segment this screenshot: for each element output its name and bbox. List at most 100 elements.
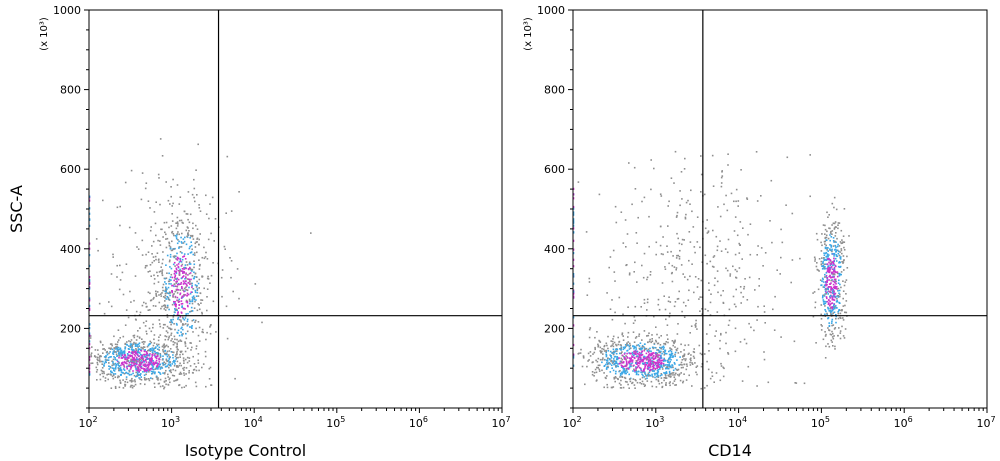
event-dot (827, 307, 830, 310)
event-dot (828, 261, 830, 264)
event-dot (139, 327, 141, 329)
event-dot (683, 363, 685, 366)
event-dot (621, 373, 623, 375)
event-dot (733, 303, 736, 306)
event-dot (735, 277, 738, 279)
event-dot (176, 296, 179, 299)
event-dot (203, 246, 205, 249)
event-dot (112, 377, 115, 380)
event-dot (830, 282, 832, 284)
event-dot (707, 231, 710, 233)
event-dot (168, 278, 171, 281)
event-dot (165, 287, 167, 290)
event-dot (606, 386, 609, 389)
event-dot (90, 355, 93, 358)
event-dot (830, 276, 832, 279)
event-dot (180, 319, 182, 322)
event-dot (98, 302, 101, 305)
event-dot (142, 367, 144, 370)
event-dot (166, 355, 169, 358)
event-dot (633, 352, 635, 355)
event-dot (113, 350, 115, 353)
event-dot (721, 175, 724, 177)
event-dot (711, 375, 714, 377)
event-dot (828, 322, 830, 324)
event-dot (581, 365, 584, 368)
event-dot (172, 296, 174, 298)
event-dot (193, 263, 196, 266)
event-dot (753, 329, 755, 332)
event-dot (697, 278, 700, 280)
event-dot (634, 371, 636, 373)
event-dot (648, 355, 650, 358)
event-dot (747, 233, 749, 236)
event-dot (655, 361, 657, 364)
event-dot (672, 369, 675, 372)
event-dot (729, 273, 732, 275)
event-dot (614, 280, 616, 282)
event-dot (111, 364, 113, 367)
event-dot (699, 352, 702, 355)
event-dot (126, 356, 129, 358)
event-dot (179, 268, 181, 271)
event-dot (174, 271, 177, 273)
event-dot (103, 312, 106, 315)
event-dot (198, 204, 200, 206)
event-dot (156, 345, 159, 347)
event-dot (677, 254, 679, 257)
event-dot (607, 365, 609, 368)
event-dot (831, 248, 833, 251)
event-dot (825, 234, 828, 237)
event-dot (188, 247, 191, 250)
event-dot (116, 206, 119, 209)
event-dot (163, 347, 165, 349)
event-dot (832, 222, 835, 225)
event-dot (727, 238, 730, 241)
event-dot (636, 361, 638, 363)
event-dot (824, 288, 827, 291)
event-dot (625, 361, 628, 364)
event-dot (206, 277, 209, 280)
event-dot (148, 371, 150, 373)
event-dot (674, 355, 676, 358)
event-dot (665, 364, 667, 366)
event-dot (642, 374, 644, 377)
event-dot (190, 268, 192, 271)
event-dot (162, 323, 165, 326)
event-dot (118, 375, 120, 378)
event-dot (150, 226, 152, 228)
event-dot (704, 227, 707, 230)
event-dot (182, 280, 185, 282)
event-dot (676, 298, 679, 300)
event-dot (186, 289, 189, 292)
event-dot (139, 369, 142, 371)
event-dot (131, 384, 133, 387)
event-dot (663, 342, 665, 345)
event-dot (185, 299, 188, 302)
event-dot (105, 351, 108, 354)
event-dot (170, 334, 172, 336)
event-dot (594, 368, 597, 371)
event-dot (140, 360, 143, 362)
event-dot (117, 339, 120, 341)
event-dot (168, 378, 170, 381)
event-dot (138, 345, 141, 347)
event-dot (619, 348, 621, 350)
event-dot (833, 287, 836, 290)
event-dot (675, 384, 677, 386)
event-dot (628, 273, 631, 276)
event-dot (160, 293, 162, 295)
event-dot (683, 354, 686, 356)
event-dot (690, 357, 692, 360)
event-dot (833, 260, 835, 263)
event-dot (620, 384, 622, 386)
event-dot (839, 258, 842, 260)
event-dot (191, 193, 194, 196)
event-dot (826, 270, 829, 273)
event-dot (133, 361, 136, 363)
event-dot (114, 357, 116, 359)
y-axis-title: SSC-A (7, 185, 26, 233)
event-dot (168, 280, 171, 283)
event-dot (143, 369, 146, 371)
event-dot (834, 292, 837, 295)
